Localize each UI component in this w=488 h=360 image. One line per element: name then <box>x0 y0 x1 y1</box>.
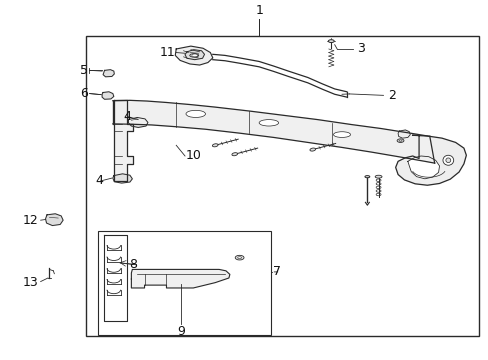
Text: 5: 5 <box>81 64 88 77</box>
Ellipse shape <box>212 144 218 147</box>
Polygon shape <box>397 130 409 138</box>
Text: 10: 10 <box>185 149 202 162</box>
Polygon shape <box>128 117 148 127</box>
Ellipse shape <box>231 153 237 156</box>
Ellipse shape <box>191 54 197 57</box>
Bar <box>86 36 478 336</box>
Polygon shape <box>184 50 204 60</box>
Ellipse shape <box>445 158 450 163</box>
Ellipse shape <box>328 40 333 42</box>
Text: 4: 4 <box>123 110 131 123</box>
Text: 11: 11 <box>159 46 175 59</box>
Polygon shape <box>102 92 114 99</box>
Text: 8: 8 <box>129 258 137 271</box>
Ellipse shape <box>364 176 369 178</box>
Text: 1: 1 <box>255 4 263 17</box>
Ellipse shape <box>374 175 381 178</box>
Text: 7: 7 <box>272 265 280 278</box>
Polygon shape <box>104 235 127 321</box>
Text: 6: 6 <box>81 87 88 100</box>
Text: 3: 3 <box>356 42 364 55</box>
Ellipse shape <box>237 257 241 258</box>
Text: 13: 13 <box>23 276 39 289</box>
Ellipse shape <box>333 132 350 138</box>
Polygon shape <box>45 214 63 226</box>
Polygon shape <box>407 156 439 179</box>
Polygon shape <box>175 46 212 65</box>
Ellipse shape <box>396 139 403 143</box>
Ellipse shape <box>235 255 244 260</box>
Polygon shape <box>113 100 434 163</box>
Text: 2: 2 <box>387 89 395 102</box>
Ellipse shape <box>309 148 315 151</box>
Polygon shape <box>103 70 114 77</box>
Polygon shape <box>395 135 466 185</box>
Ellipse shape <box>185 110 205 117</box>
Ellipse shape <box>398 140 401 141</box>
Ellipse shape <box>189 54 198 57</box>
Ellipse shape <box>259 120 278 126</box>
Polygon shape <box>113 174 132 183</box>
Bar <box>98 231 271 335</box>
Ellipse shape <box>442 155 453 165</box>
Polygon shape <box>131 269 229 288</box>
Text: 12: 12 <box>23 214 39 227</box>
Text: 4: 4 <box>95 175 103 188</box>
Text: 9: 9 <box>177 325 184 338</box>
Polygon shape <box>114 100 133 181</box>
